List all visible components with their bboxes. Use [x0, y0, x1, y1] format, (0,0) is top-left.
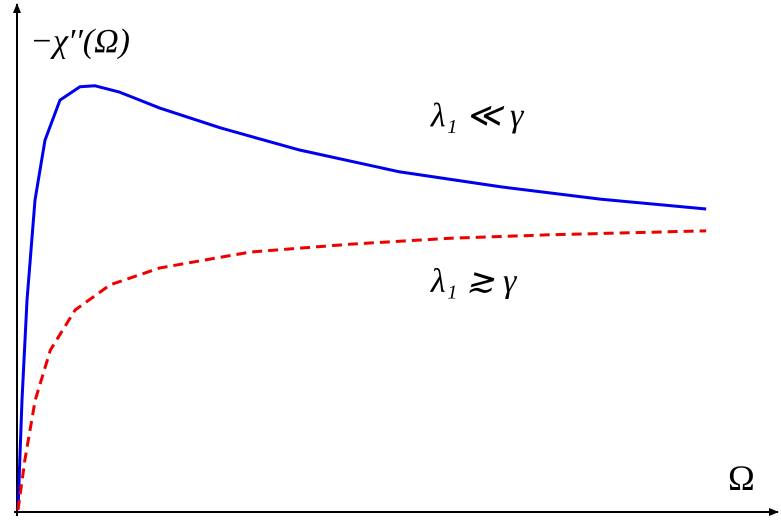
series-line — [16, 229, 707, 511]
annotation: λ₁ ≪ γ — [430, 97, 525, 134]
series-line — [16, 84, 707, 511]
y-axis-label: −χ′′(Ω) — [30, 23, 130, 60]
x-axis-label: Ω — [728, 458, 755, 498]
annotation: λ₁ ≳ γ — [430, 263, 518, 300]
